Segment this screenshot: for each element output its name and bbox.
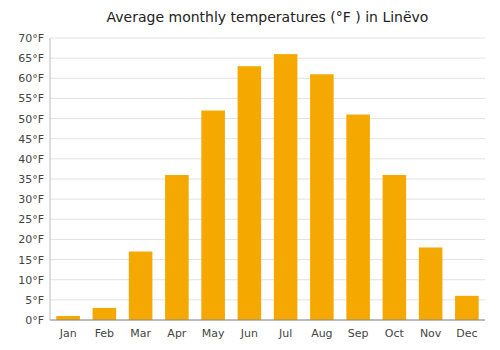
bar	[310, 74, 334, 320]
bar	[165, 175, 189, 320]
grid-line	[50, 138, 485, 139]
y-tick-label: 35°F	[18, 173, 44, 186]
x-tick-label: Nov	[420, 327, 442, 340]
x-tick-label: Sep	[348, 327, 369, 340]
y-tick-label: 5°F	[25, 294, 44, 307]
bar	[383, 175, 407, 320]
bar	[56, 316, 80, 320]
grid-line	[50, 320, 485, 321]
title: Average monthly temperatures (°F ) in Li…	[107, 9, 429, 25]
grid-line	[50, 38, 485, 39]
grid-line	[50, 58, 485, 59]
y-tick-label: 30°F	[18, 193, 44, 206]
x-tick-label: Jul	[278, 327, 292, 340]
y-tick-label: 0°F	[25, 314, 44, 327]
bar	[346, 115, 370, 320]
grid-line	[50, 199, 485, 200]
x-tick-label: Jun	[240, 327, 258, 340]
y-axis	[50, 38, 51, 320]
x-tick-label: Dec	[456, 327, 477, 340]
bar	[129, 252, 153, 320]
grid-line	[50, 158, 485, 159]
grid-line	[50, 118, 485, 119]
grid	[50, 38, 485, 320]
grid-line	[50, 219, 485, 220]
x-tick-label: Apr	[167, 327, 187, 340]
grid-line	[50, 239, 485, 240]
y-tick-label: 15°F	[18, 254, 44, 267]
bars	[56, 54, 478, 320]
grid-line	[50, 78, 485, 79]
y-tick-label: 45°F	[18, 133, 44, 146]
bar	[274, 54, 298, 320]
y-tick-label: 70°F	[18, 32, 44, 45]
x-tick-label: Jan	[59, 327, 77, 340]
chart: Average monthly temperatures (°F ) in Li…	[0, 0, 500, 350]
bar	[201, 111, 225, 320]
bar	[419, 247, 443, 320]
bar	[93, 308, 117, 320]
y-tick-label: 40°F	[18, 153, 44, 166]
y-tick-label: 55°F	[18, 92, 44, 105]
y-tick-label: 20°F	[18, 233, 44, 246]
y-tick-label: 60°F	[18, 72, 44, 85]
x-axis	[50, 320, 485, 321]
y-tick-label: 65°F	[18, 52, 44, 65]
y-tick-label: 50°F	[18, 113, 44, 126]
bar	[455, 296, 479, 320]
grid-line	[50, 98, 485, 99]
y-tick-label: 25°F	[18, 213, 44, 226]
bar	[238, 66, 262, 320]
x-tick-label: Aug	[311, 327, 332, 340]
grid-line	[50, 179, 485, 180]
x-tick-label: Feb	[95, 327, 114, 340]
x-tick-label: May	[202, 327, 225, 340]
y-tick-label: 10°F	[18, 274, 44, 287]
x-tick-label: Oct	[385, 327, 405, 340]
x-tick-label: Mar	[130, 327, 151, 340]
